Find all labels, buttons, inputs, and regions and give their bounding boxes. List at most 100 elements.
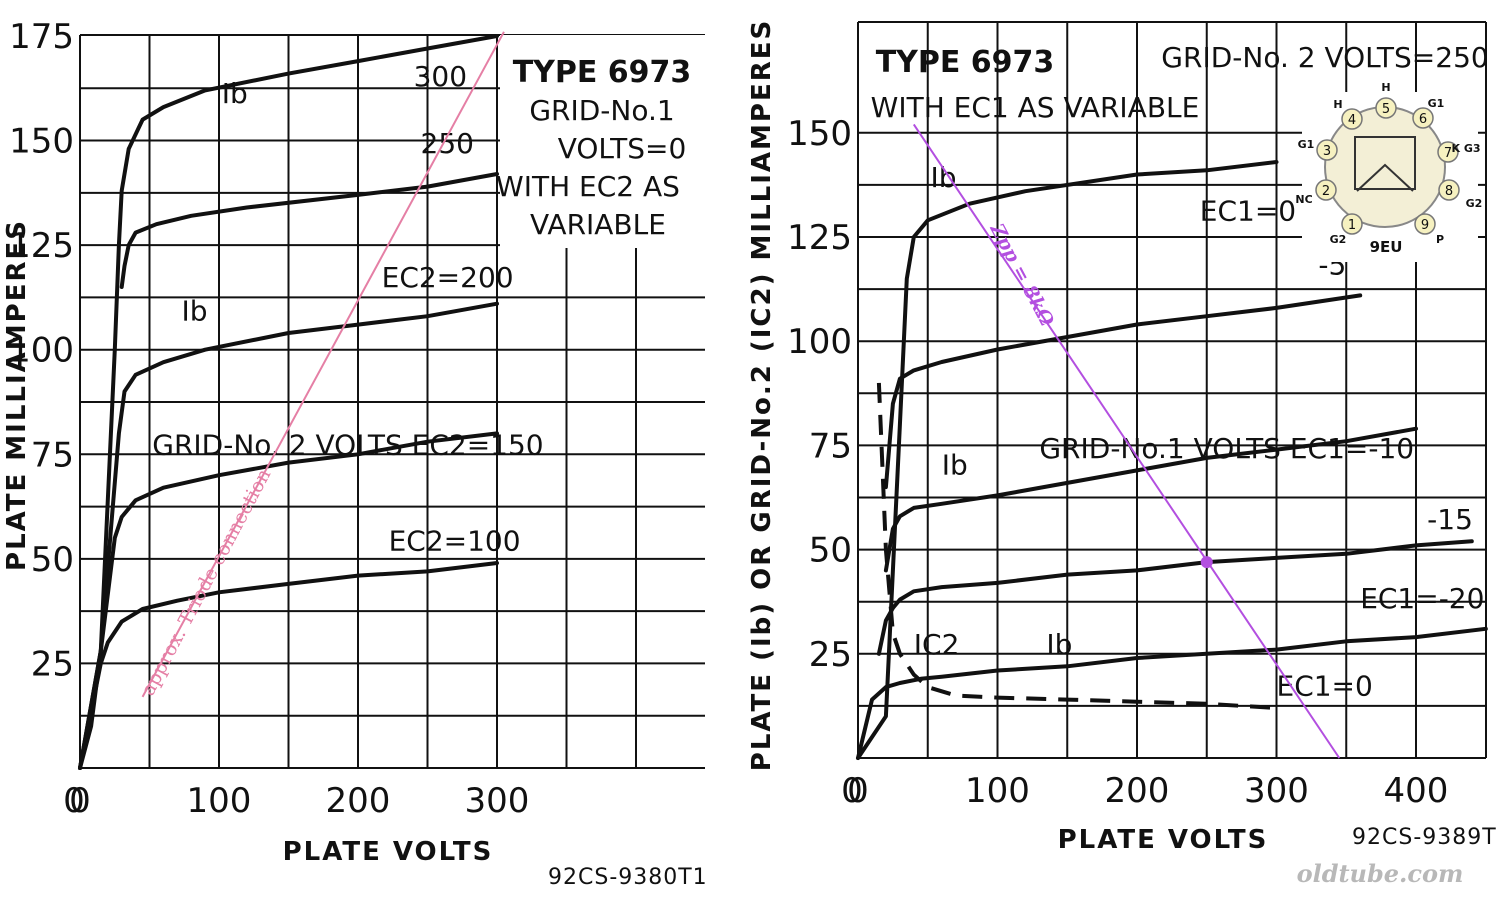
pin-number: 8 <box>1445 184 1453 199</box>
series-line-2 <box>883 293 1363 490</box>
operating-point <box>1200 556 1213 569</box>
x-tick-label: 300 <box>465 781 530 821</box>
series-line-5 <box>78 561 499 770</box>
curve-label: GRID-No. 2 VOLTS EC2=150 <box>152 428 543 461</box>
pin-7 <box>1437 141 1459 163</box>
x-tick-label: 100 <box>187 781 252 821</box>
curve-label: EC1=-20 <box>1360 582 1484 615</box>
pin-number: 9 <box>1421 218 1429 233</box>
y-tick-label: 150 <box>9 122 74 162</box>
curve-label: 300 <box>414 60 467 93</box>
chart-subtitle-line: VOLTS=0 <box>558 132 687 165</box>
y-tick-label: 175 <box>9 17 74 57</box>
chart-code: 92CS-9389T <box>1352 825 1497 850</box>
y-tick-label: 25 <box>809 635 852 675</box>
series-line-3 <box>883 426 1418 573</box>
load-line-label: Zpp = 8kΩ <box>985 219 1058 330</box>
title-block: TYPE 6973 WITH EC1 AS VARIABLE GRID-No. 2 … <box>871 41 1489 124</box>
y-tick-label: 75 <box>809 426 852 466</box>
chart-subtitle-line: WITH EC2 AS <box>496 170 680 203</box>
grid <box>857 21 1487 759</box>
x-tick-label: 100 <box>965 771 1030 811</box>
pin-number: 3 <box>1323 144 1331 159</box>
pin-number: 6 <box>1419 112 1427 127</box>
x-tick-label: 300 <box>1244 771 1309 811</box>
chart-code: 92CS-9380T1 <box>548 865 708 890</box>
pin-number: 1 <box>1348 218 1356 233</box>
x-tick-label: 0 <box>63 781 85 821</box>
pin-name: K G3 <box>1451 142 1480 155</box>
curve-label: EC2=200 <box>382 261 514 294</box>
pin-4 <box>1341 108 1363 130</box>
y-tick-label: 50 <box>31 540 74 580</box>
curve-label: EC2=100 <box>389 524 521 557</box>
title-block: TYPE 6973 GRID-No.1 VOLTS=0 WITH EC2 AS VARI… <box>496 35 705 248</box>
curve-label: GRID-No.1 VOLTS EC1=-10 <box>1039 432 1414 465</box>
y-tick-label: 150 <box>787 114 852 154</box>
curve-label: EC1=0 <box>1200 194 1296 227</box>
x-tick-label: 0 <box>69 781 91 821</box>
curve-label: Ib <box>222 77 248 110</box>
curve-label: Ib <box>931 161 957 194</box>
series-line-6 <box>876 382 1277 710</box>
series-line-5 <box>856 626 1488 760</box>
y-tick-label: 25 <box>31 644 74 684</box>
pin-number: 4 <box>1348 113 1356 128</box>
pin-1 <box>1341 213 1363 235</box>
cathode-symbol <box>1356 163 1414 192</box>
curve-label: 250 <box>421 127 474 160</box>
series-group <box>78 34 499 770</box>
y-tick-label: 125 <box>9 226 74 266</box>
curve-label: Ib <box>181 294 207 327</box>
chart-title: TYPE 6973 <box>876 45 1055 80</box>
pin-5 <box>1375 97 1397 119</box>
y-axis-title: PLATE (Ib) OR GRID-No.2 (IC2) MILLIAMPER… <box>747 19 777 771</box>
x-tick-label: 0 <box>841 771 863 811</box>
y-tick-label: 75 <box>31 435 74 475</box>
pin-number: 2 <box>1322 184 1330 199</box>
y-tick-label: 125 <box>787 218 852 258</box>
pin-name: P <box>1436 233 1444 246</box>
curve-label: -15 <box>1427 503 1473 536</box>
load-line <box>912 123 1341 759</box>
pin-name: G2 <box>1330 233 1347 246</box>
curve-label: Ib <box>1046 628 1072 661</box>
x-tick-label: 200 <box>1105 771 1170 811</box>
curve-label: Ib <box>942 449 968 482</box>
series-line-3 <box>78 301 499 770</box>
watermark-text: oldtube.com <box>1297 859 1464 888</box>
y-tick-label: 100 <box>9 331 74 371</box>
triode-connection-line <box>141 31 505 698</box>
x-tick-label: 0 <box>847 771 869 811</box>
pin-9 <box>1414 213 1436 235</box>
pin-name: H <box>1333 98 1342 111</box>
series-line-4 <box>876 539 1474 656</box>
pin-3 <box>1316 139 1338 161</box>
pin-name: G2 <box>1466 197 1483 210</box>
chart-panel-1: 0 100 200 300 0 25 50 75 100 125 150 175 PLATE VOLTS… <box>2 17 708 890</box>
x-tick-label: 400 <box>1384 771 1449 811</box>
y-axis-title: PLATE MILLIAMPERES <box>2 219 32 571</box>
pin-name: G1 <box>1298 138 1315 151</box>
x-tick-label: 200 <box>326 781 391 821</box>
title-background <box>500 35 705 248</box>
series-line-4 <box>78 431 499 770</box>
electrode-symbol <box>1354 136 1416 190</box>
chart-subtitle-line: GRID-No. 2 VOLTS=250 <box>1161 41 1488 74</box>
x-axis-title: PLATE VOLTS <box>283 837 494 867</box>
chart-subtitle-line: VARIABLE <box>530 208 666 241</box>
pin-number: 7 <box>1444 146 1452 161</box>
chart-subtitle-line: WITH EC1 AS VARIABLE <box>871 91 1200 124</box>
chart-title: TYPE 6973 <box>513 55 692 90</box>
series-line-2 <box>119 172 499 289</box>
curve-label: EC1=0 <box>1277 669 1373 702</box>
pin-name: G1 <box>1428 97 1445 110</box>
pin-6 <box>1412 107 1434 129</box>
chart-subtitle-line: GRID-No.1 <box>529 94 674 127</box>
curve-label: IC2 <box>914 628 960 661</box>
pin-name: NC <box>1295 193 1312 206</box>
pin-2 <box>1315 179 1337 201</box>
